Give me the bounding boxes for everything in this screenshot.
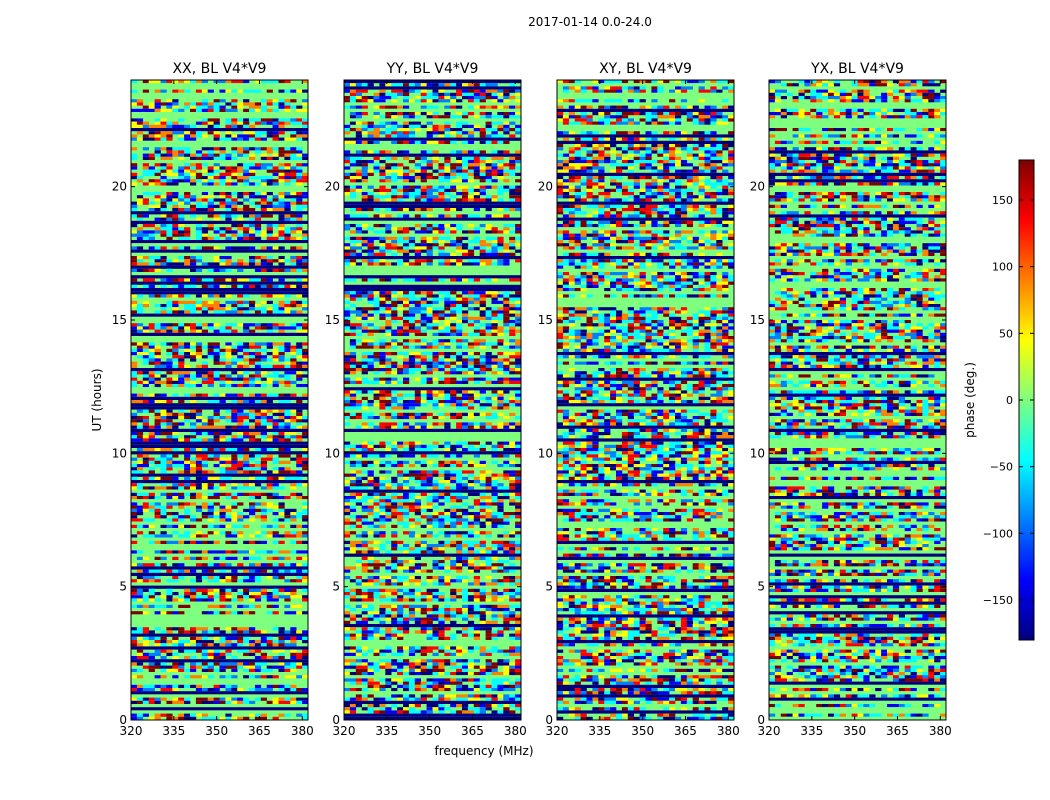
colorbar-tick-label: −150 bbox=[983, 594, 1013, 607]
y-tick-label: 10 bbox=[538, 446, 553, 460]
panel-title: YY, BL V4*V9 bbox=[386, 61, 479, 77]
colorbar-tick-label: 100 bbox=[992, 261, 1013, 274]
y-tick-label: 0 bbox=[757, 713, 765, 727]
x-tick-label: 335 bbox=[800, 724, 823, 738]
panel-title: YX, BL V4*V9 bbox=[810, 61, 904, 77]
colorbar-tick-label: 0 bbox=[1006, 394, 1013, 407]
x-tick-label: 335 bbox=[588, 724, 611, 738]
y-tick-label: 10 bbox=[750, 446, 765, 460]
x-axis-label: frequency (MHz) bbox=[434, 744, 533, 758]
panel-4: YX, BL V4*V9 320 335 350 365 380 0 5 10 15 20 bbox=[750, 61, 952, 738]
colorbar-label: phase (deg.) bbox=[963, 362, 977, 438]
y-tick-label: 20 bbox=[750, 180, 765, 194]
y-axis-label: UT (hours) bbox=[90, 368, 104, 431]
panel-frame bbox=[130, 79, 309, 721]
x-tick-label: 320 bbox=[546, 724, 569, 738]
panel-title: XY, BL V4*V9 bbox=[599, 61, 692, 77]
heatmap-cells bbox=[344, 80, 522, 720]
y-tick-label: 15 bbox=[325, 313, 340, 327]
panel-2: YY, BL V4*V9 320 335 350 365 380 0 5 10 15 20 bbox=[325, 61, 527, 738]
y-tick-label: 20 bbox=[112, 180, 127, 194]
colorbar-tick-label: 150 bbox=[992, 194, 1013, 207]
x-tick-label: 365 bbox=[461, 724, 484, 738]
y-tick-label: 0 bbox=[545, 713, 553, 727]
heatmap-cells bbox=[557, 80, 735, 720]
x-tick-label: 350 bbox=[205, 724, 228, 738]
y-tick-label: 10 bbox=[112, 446, 127, 460]
y-tick-label: 0 bbox=[332, 713, 340, 727]
x-tick-label: 335 bbox=[162, 724, 185, 738]
x-tick-label: 365 bbox=[248, 724, 271, 738]
y-tick-label: 15 bbox=[750, 313, 765, 327]
x-tick-label: 380 bbox=[504, 724, 527, 738]
x-tick-label: 380 bbox=[291, 724, 314, 738]
panel-1: XX, BL V4*V9 320 335 350 365 380 0 5 10 15 20 bbox=[112, 61, 314, 738]
y-tick-label: 20 bbox=[538, 180, 553, 194]
colorbar-ticks: 150 100 50 0 −50 −100 −150 bbox=[983, 194, 1034, 607]
colorbar-tick-label: −50 bbox=[990, 461, 1013, 474]
x-tick-label: 350 bbox=[631, 724, 654, 738]
y-tick-label: 5 bbox=[545, 580, 553, 594]
heatmap-cells bbox=[769, 80, 947, 720]
colorbar-tick-label: −100 bbox=[983, 527, 1013, 540]
colorbar: 150 100 50 0 −50 −100 −150 phase (deg.) bbox=[963, 159, 1035, 641]
y-tick-label: 5 bbox=[119, 580, 127, 594]
x-tick-label: 335 bbox=[375, 724, 398, 738]
panel-3: XY, BL V4*V9 320 335 350 365 380 0 5 10 15 20 bbox=[538, 61, 740, 738]
y-tick-label: 15 bbox=[538, 313, 553, 327]
x-tick-label: 380 bbox=[929, 724, 952, 738]
x-tick-label: 380 bbox=[717, 724, 740, 738]
x-tick-label: 320 bbox=[120, 724, 143, 738]
x-tick-label: 320 bbox=[758, 724, 781, 738]
panel-title: XX, BL V4*V9 bbox=[173, 61, 267, 77]
x-tick-label: 365 bbox=[886, 724, 909, 738]
y-tick-label: 0 bbox=[119, 713, 127, 727]
panel-frame bbox=[556, 79, 735, 721]
panel-frame bbox=[768, 79, 947, 721]
x-tick-label: 320 bbox=[333, 724, 356, 738]
figure-title: 2017-01-14 0.0-24.0 bbox=[528, 15, 652, 29]
y-tick-label: 10 bbox=[325, 446, 340, 460]
y-tick-label: 5 bbox=[757, 580, 765, 594]
y-tick-label: 15 bbox=[112, 313, 127, 327]
colorbar-tick-label: 50 bbox=[999, 327, 1013, 340]
panel-frame bbox=[343, 79, 522, 721]
x-tick-label: 365 bbox=[674, 724, 697, 738]
x-tick-label: 350 bbox=[418, 724, 441, 738]
y-tick-label: 20 bbox=[325, 180, 340, 194]
y-tick-label: 5 bbox=[332, 580, 340, 594]
heatmap-cells bbox=[131, 80, 309, 720]
x-tick-label: 350 bbox=[843, 724, 866, 738]
